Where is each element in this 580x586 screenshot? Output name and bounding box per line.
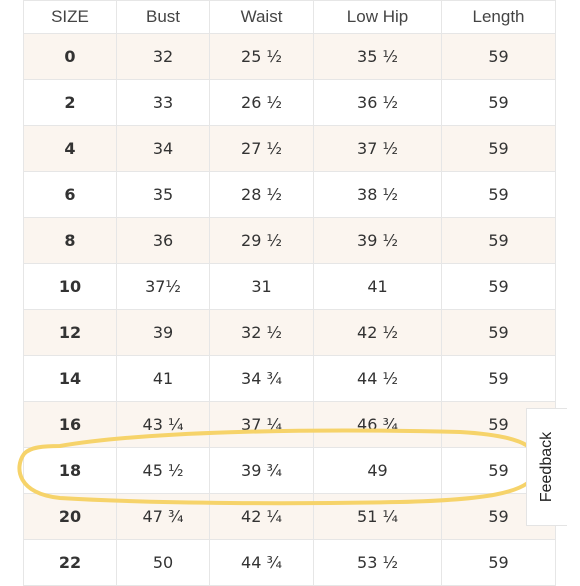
size-cell: 12 (23, 309, 117, 356)
waist-cell: 37 ¼ (209, 401, 314, 448)
size-cell: 16 (23, 401, 117, 448)
waist-cell: 32 ½ (209, 309, 314, 356)
bust-cell: 37½ (116, 263, 210, 310)
header-length: Length (441, 0, 556, 34)
length-cell: 59 (441, 539, 556, 586)
bust-cell: 41 (116, 355, 210, 402)
low-hip-cell: 38 ½ (313, 171, 442, 218)
low-hip-cell: 46 ¾ (313, 401, 442, 448)
size-cell: 6 (23, 171, 117, 218)
bust-cell: 45 ½ (116, 447, 210, 494)
table-row: 16 43 ¼ 37 ¼ 46 ¾ 59 (23, 401, 556, 448)
low-hip-cell: 36 ½ (313, 79, 442, 126)
bust-cell: 47 ¾ (116, 493, 210, 540)
header-size: SIZE (23, 0, 117, 34)
length-cell: 59 (441, 355, 556, 402)
table-row-highlighted: 18 45 ½ 39 ¾ 49 59 (23, 447, 556, 494)
waist-cell: 28 ½ (209, 171, 314, 218)
length-cell: 59 (441, 171, 556, 218)
size-chart-table: SIZE Bust Waist Low Hip Length 0 32 25 ½… (23, 0, 556, 586)
bust-cell: 34 (116, 125, 210, 172)
waist-cell: 34 ¾ (209, 355, 314, 402)
bust-cell: 32 (116, 33, 210, 80)
waist-cell: 29 ½ (209, 217, 314, 264)
length-cell: 59 (441, 79, 556, 126)
waist-cell: 31 (209, 263, 314, 310)
low-hip-cell: 35 ½ (313, 33, 442, 80)
waist-cell: 42 ¼ (209, 493, 314, 540)
bust-cell: 50 (116, 539, 210, 586)
size-cell: 10 (23, 263, 117, 310)
waist-cell: 39 ¾ (209, 447, 314, 494)
length-cell: 59 (441, 263, 556, 310)
size-cell: 14 (23, 355, 117, 402)
table-row: 8 36 29 ½ 39 ½ 59 (23, 217, 556, 264)
waist-cell: 25 ½ (209, 33, 314, 80)
table-row: 22 50 44 ¾ 53 ½ 59 (23, 539, 556, 586)
waist-cell: 26 ½ (209, 79, 314, 126)
table-row: 6 35 28 ½ 38 ½ 59 (23, 171, 556, 218)
low-hip-cell: 51 ¼ (313, 493, 442, 540)
bust-cell: 39 (116, 309, 210, 356)
low-hip-cell: 39 ½ (313, 217, 442, 264)
table-row: 10 37½ 31 41 59 (23, 263, 556, 310)
length-cell: 59 (441, 33, 556, 80)
low-hip-cell: 37 ½ (313, 125, 442, 172)
table-row: 20 47 ¾ 42 ¼ 51 ¼ 59 (23, 493, 556, 540)
size-cell: 2 (23, 79, 117, 126)
size-cell: 22 (23, 539, 117, 586)
table-row: 2 33 26 ½ 36 ½ 59 (23, 79, 556, 126)
low-hip-cell: 42 ½ (313, 309, 442, 356)
table-row: 4 34 27 ½ 37 ½ 59 (23, 125, 556, 172)
header-low-hip: Low Hip (313, 0, 442, 34)
length-cell: 59 (441, 125, 556, 172)
table-row: 14 41 34 ¾ 44 ½ 59 (23, 355, 556, 402)
bust-cell: 33 (116, 79, 210, 126)
bust-cell: 36 (116, 217, 210, 264)
size-cell: 8 (23, 217, 117, 264)
bust-cell: 35 (116, 171, 210, 218)
waist-cell: 27 ½ (209, 125, 314, 172)
low-hip-cell: 44 ½ (313, 355, 442, 402)
header-waist: Waist (209, 0, 314, 34)
length-cell: 59 (441, 217, 556, 264)
bust-cell: 43 ¼ (116, 401, 210, 448)
low-hip-cell: 53 ½ (313, 539, 442, 586)
size-cell: 0 (23, 33, 117, 80)
feedback-label: Feedback (538, 431, 556, 503)
table-row: 12 39 32 ½ 42 ½ 59 (23, 309, 556, 356)
table-row: 0 32 25 ½ 35 ½ 59 (23, 33, 556, 80)
waist-cell: 44 ¾ (209, 539, 314, 586)
size-cell: 20 (23, 493, 117, 540)
table-header-row: SIZE Bust Waist Low Hip Length (23, 0, 556, 34)
size-cell: 18 (23, 447, 117, 494)
low-hip-cell: 49 (313, 447, 442, 494)
feedback-tab[interactable]: Feedback (526, 408, 567, 526)
low-hip-cell: 41 (313, 263, 442, 310)
header-bust: Bust (116, 0, 210, 34)
length-cell: 59 (441, 309, 556, 356)
size-cell: 4 (23, 125, 117, 172)
